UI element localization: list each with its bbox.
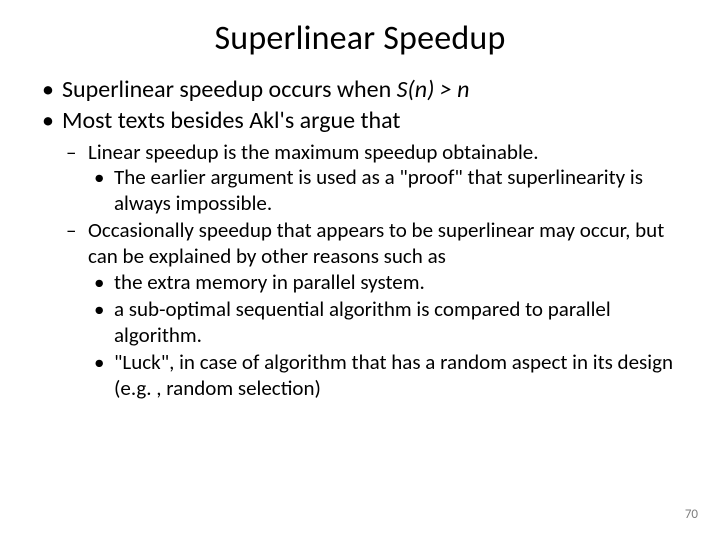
bullet-2: Most texts besides Akl's argue that Line… (40, 106, 680, 401)
subbullet-1-text: Linear speedup is the maximum speedup ob… (88, 139, 539, 165)
bullet-list-level2: Linear speedup is the maximum speedup ob… (62, 140, 680, 402)
subsub-2b: a sub-optimal sequential algorithm is co… (88, 297, 680, 348)
subsub-2c-text: "Luck", in case of algorithm that has a … (114, 349, 673, 401)
slide: Superlinear Speedup Superlinear speedup … (0, 0, 720, 540)
bullet-list-level3a: The earlier argument is used as a "proof… (88, 165, 680, 216)
bullet-list-level1: Superlinear speedup occurs when S(n) > n… (40, 75, 680, 402)
bullet-list-level3b: the extra memory in parallel system. a s… (88, 270, 680, 402)
slide-title: Superlinear Speedup (40, 18, 680, 59)
bullet-1-math: S(n) > n (397, 75, 470, 104)
bullet-2-text: Most texts besides Akl's argue that (62, 106, 400, 135)
subsub-1a-text: The earlier argument is used as a "proof… (114, 164, 643, 216)
page-number: 70 (685, 507, 698, 522)
subbullet-1: Linear speedup is the maximum speedup ob… (62, 140, 680, 217)
subsub-2a: the extra memory in parallel system. (88, 270, 680, 296)
subbullet-2: Occasionally speedup that appears to be … (62, 218, 680, 401)
subsub-2b-text: a sub-optimal sequential algorithm is co… (114, 296, 611, 348)
subsub-2a-text: the extra memory in parallel system. (114, 269, 425, 295)
subbullet-2-text: Occasionally speedup that appears to be … (88, 217, 664, 269)
subsub-1a: The earlier argument is used as a "proof… (88, 165, 680, 216)
subsub-2c: "Luck", in case of algorithm that has a … (88, 350, 680, 401)
bullet-1: Superlinear speedup occurs when S(n) > n (40, 75, 680, 104)
bullet-1-text-pre: Superlinear speedup occurs when (62, 75, 397, 104)
